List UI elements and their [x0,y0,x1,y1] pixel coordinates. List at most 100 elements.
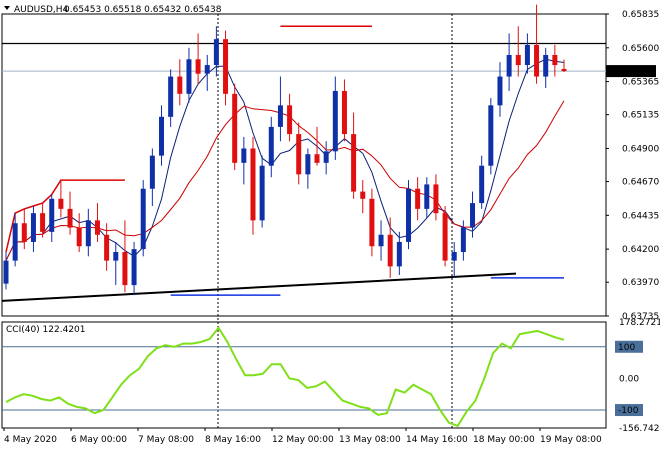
cci-label: CCI(40) 122.4201 [6,325,86,335]
cci-tick-label: 0.00 [619,374,639,384]
price-tick-label: 0.64900 [622,144,659,154]
candle-body [195,59,201,74]
candle-body [94,220,100,235]
candle-body [268,126,274,166]
cci-tick-label: -100 [618,406,639,416]
cci-tick-label: -156.742 [619,424,659,434]
candle-body [460,227,466,253]
price-tick-label: 0.64435 [622,211,659,221]
candle-body [387,234,393,267]
price-tick-label: 0.64200 [622,245,659,255]
time-tick-label: 12 May 00:00 [272,435,334,445]
candle-body [534,44,540,77]
candle-body [186,59,192,94]
candle-body [241,148,247,163]
candle-body [159,116,165,156]
candle-body [259,165,265,221]
candle-body [433,184,439,214]
time-tick-label: 13 May 08:00 [339,435,401,445]
candle-body [479,165,485,204]
candle-body [213,39,219,66]
candle-body [369,198,375,247]
candle-body [140,188,146,250]
cci-tick-label: 100 [618,343,635,353]
support-trendline [1,272,517,302]
cci-line [5,326,565,428]
time-tick-label: 14 May 16:00 [406,435,468,445]
cci-level-tag [615,340,643,353]
candle-body [470,203,476,228]
cci-level-tag [615,404,643,417]
candle-body [396,241,402,267]
price-tick-label: 0.63970 [622,278,659,288]
candle-body [332,90,338,152]
time-tick-label: 19 May 08:00 [540,435,602,445]
candle-body [232,93,238,163]
candle-body [104,234,110,261]
candle-body [323,151,329,163]
ohlc-values: 0.65453 0.65518 0.65432 0.65438 [64,5,222,15]
candle-body [113,252,119,261]
candle-body [378,234,384,247]
candle-body [168,76,174,117]
candle-body [305,154,311,175]
candle-body [451,252,457,261]
chart-menu-triangle [4,6,10,10]
time-tick-label: 4 May 2020 [4,435,57,445]
time-tick-label: 8 May 16:00 [205,435,261,445]
chart-header: AUDUSD,H4 [14,5,69,15]
price-tick-label: 0.65365 [622,78,659,88]
candle-body [223,39,229,94]
candle-body [552,54,558,66]
candle-body [204,65,210,74]
candle-body [543,54,549,77]
price-tick-label: 0.65835 [622,10,659,20]
current-price-tag [606,65,656,78]
candle-body [12,223,18,261]
candle-body [341,90,347,135]
candle-body [287,105,293,135]
candle-body [85,220,91,247]
candle-body [296,134,302,175]
candle-body [21,223,27,242]
candle-body [67,208,73,228]
time-tick-label: 7 May 08:00 [138,435,194,445]
price-tick-label: 0.65135 [622,111,659,121]
candle-body [405,188,411,242]
candle-body [122,252,128,286]
current-price-label: 0.65438 [619,67,656,77]
price-pane-frame [1,13,607,317]
price-tick-label: 0.63735 [622,312,659,322]
upper-channel-line [5,179,125,253]
candle-body [506,54,512,77]
candle-body [250,148,256,221]
candle-body [442,213,448,261]
candle-body [360,191,366,199]
candle-body [314,154,320,163]
candle-body [351,134,357,192]
candle-body [415,188,421,209]
candle-body [177,76,183,94]
candle-body [40,213,46,232]
candle-body [524,44,530,66]
cci-pane-frame [1,321,607,429]
candle-body [497,76,503,106]
candle-body [58,198,64,209]
time-tick-label: 6 May 00:00 [71,435,127,445]
time-tick-label: 18 May 00:00 [473,435,535,445]
candle-body [3,260,9,284]
candle-body [30,213,36,242]
candle-body [277,105,283,127]
candle-body [76,227,82,247]
candle-body [131,249,137,286]
cci-tick-label: 178.2721 [619,318,660,328]
candle-body [149,155,155,189]
price-tick-label: 0.65600 [622,44,659,54]
candle-body [561,68,567,72]
candle-body [488,105,494,166]
price-tick-label: 0.64670 [622,178,659,188]
candle-body [515,54,521,66]
candle-body [424,184,430,209]
candle-body [49,198,55,232]
